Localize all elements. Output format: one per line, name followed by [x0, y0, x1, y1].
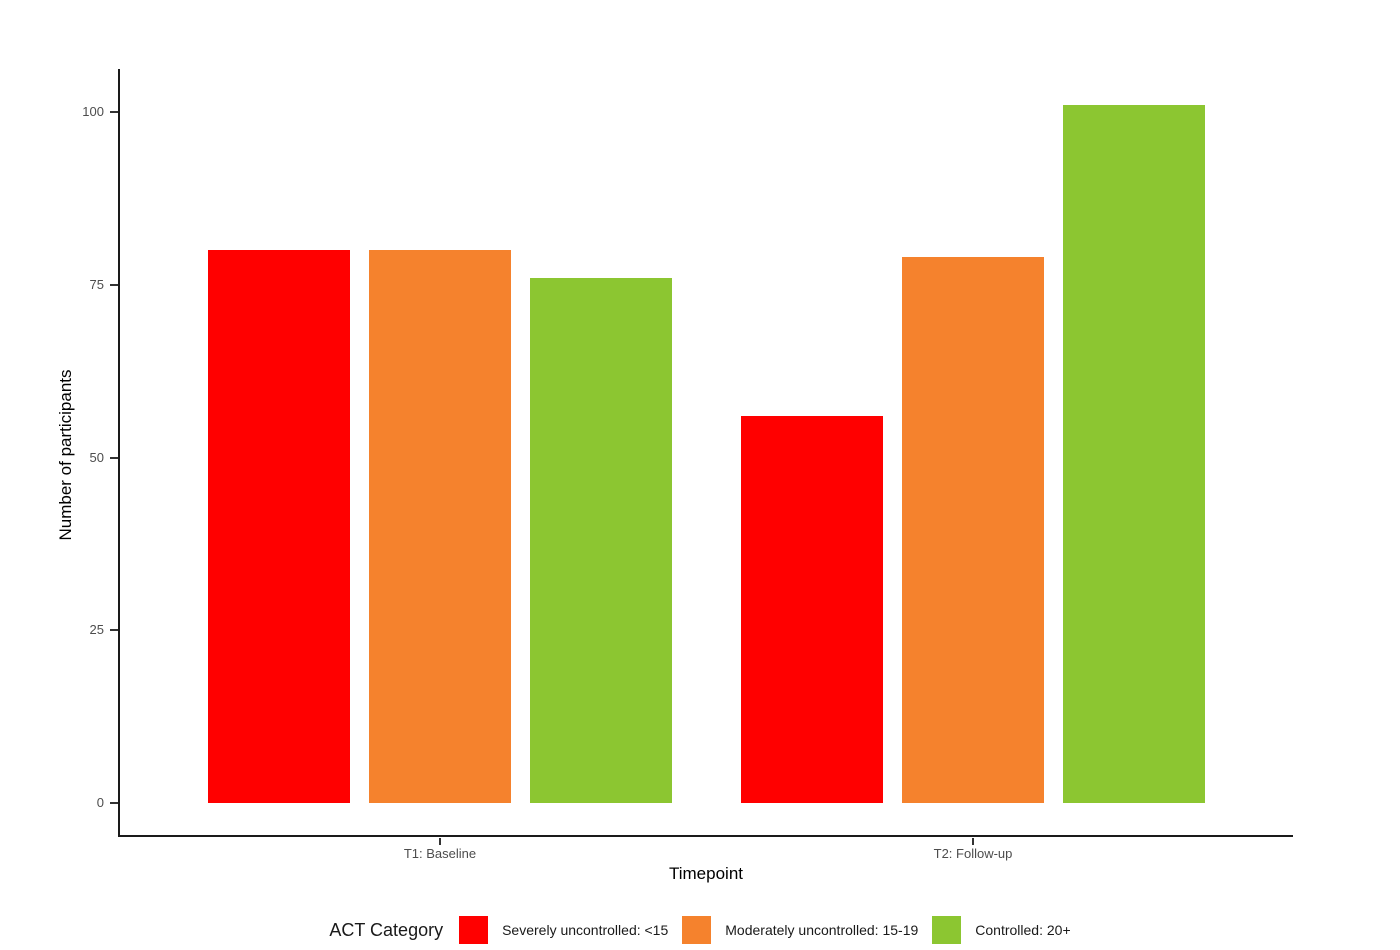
legend-swatch-icon — [459, 916, 489, 944]
y-tick-mark — [110, 802, 118, 804]
bar-t1-series-2 — [369, 250, 511, 803]
bar-t2-series-3 — [1063, 105, 1205, 803]
bar-t1-series-1 — [208, 250, 350, 803]
x-tick-mark — [972, 838, 974, 845]
y-tick-label: 100 — [82, 104, 104, 119]
y-tick-label: 0 — [96, 795, 104, 810]
y-tick-mark — [110, 283, 118, 286]
legend-item-2: Moderately uncontrolled: 15-19 — [682, 916, 918, 944]
legend-label: Severely uncontrolled: <15 — [502, 922, 669, 938]
x-tick-mark — [439, 838, 441, 845]
legend-label: Controlled: 20+ — [975, 922, 1071, 938]
y-tick-mark — [110, 456, 118, 459]
legend: ACT Category Severely uncontrolled: <15 M… — [0, 905, 1400, 950]
y-tick-label: 25 — [89, 622, 104, 638]
y-tick-mark — [110, 111, 118, 113]
y-tick-label: 50 — [89, 449, 104, 465]
legend-item-3: Controlled: 20+ — [932, 916, 1071, 944]
legend-swatch-icon — [932, 916, 962, 944]
legend-swatch-icon — [682, 916, 712, 944]
bar-t2-series-1 — [741, 416, 883, 803]
bar-t2-series-2 — [902, 257, 1044, 803]
legend-item-1: Severely uncontrolled: <15 — [459, 916, 668, 944]
legend-label: Moderately uncontrolled: 15-19 — [725, 922, 919, 938]
x-tick-label: T2: Follow-up — [933, 846, 1013, 861]
legend-title: ACT Category — [329, 919, 444, 940]
y-tick-mark — [110, 629, 118, 632]
x-tick-label: T1: Baseline — [403, 846, 477, 861]
y-tick-label: 75 — [89, 276, 104, 292]
bar-t1-series-3 — [530, 277, 672, 803]
x-axis-title: Timepoint — [668, 864, 743, 883]
